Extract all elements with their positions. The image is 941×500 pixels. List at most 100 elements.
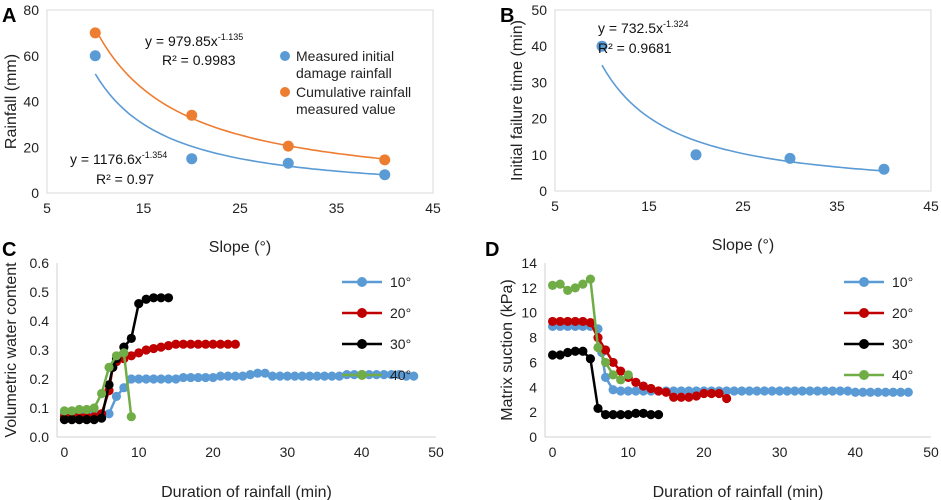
y-tick-label: 0 [529,429,537,445]
r-squared: R² = 0.9681 [598,40,672,56]
y-tick-label: 14 [521,255,537,271]
panel-b-annotations: y = 732.5x-1.324 R² = 0.9681 [598,19,689,56]
data-point [178,339,188,349]
y-tick-label: 10 [521,305,537,321]
data-point [820,386,830,396]
data-point [260,368,270,378]
data-point [623,370,633,380]
data-point [149,293,159,303]
data-point [631,386,641,396]
x-tick-label: 5 [43,200,51,216]
data-point [334,371,344,381]
data-point [126,374,136,384]
legend-marker [859,339,869,349]
data-point [163,293,174,303]
data-point [782,386,792,396]
data-point [631,408,641,418]
data-point [215,371,226,381]
data-point [223,339,233,349]
y-tick-label: 50 [531,2,547,18]
data-point [111,391,122,401]
data-point [82,415,92,425]
data-point [646,383,656,394]
legend-marker [859,370,869,380]
r-squared: R² = 0.97 [96,171,154,187]
legend-marker [859,308,869,318]
data-point [638,381,648,391]
data-point [865,387,876,397]
data-point [843,386,853,396]
legend-marker [357,277,367,287]
x-tick-label: 50 [428,444,444,460]
trendline-1 [94,28,385,160]
data-point [623,386,633,396]
data-point [653,410,664,420]
data-point [156,342,166,352]
data-point [835,386,845,396]
x-tick-label: 25 [735,198,751,214]
legend-marker [357,308,367,318]
y-tick-label: 2 [529,404,537,420]
data-point [593,342,603,353]
data-point [578,316,588,327]
data-point [752,386,762,396]
x-tick-label: 45 [923,198,939,214]
y-tick-label: 60 [23,48,39,64]
data-point [563,316,573,327]
plot-area-border [46,9,434,194]
data-point [873,387,883,397]
legend-label: Cumulative rainfall [296,84,411,100]
panel-letter: A [2,5,16,27]
trendline-0 [601,64,885,172]
data-point [186,109,198,121]
panel-letter: D [485,239,499,261]
data-point [699,388,709,399]
data-point [156,293,166,303]
equation-main: y = 979.85x [145,33,218,49]
data-point [96,413,107,423]
y-tick-label: 30 [531,74,547,90]
x-tick-label: 20 [696,444,712,460]
data-point [737,386,747,396]
data-point [59,406,70,416]
data-point [684,392,694,402]
y-tick-label: 0.1 [30,400,50,416]
data-point [104,362,114,372]
data-point [646,410,656,420]
legend-label: Measured initial [296,48,394,64]
data-point [600,357,611,368]
legend-marker [280,87,290,97]
panel-letter: C [2,239,16,261]
data-point [828,386,838,396]
x-tick-label: 45 [425,200,441,216]
data-point [653,386,664,396]
data-point [547,350,558,360]
data-point [585,274,596,284]
x-tick-label: 10 [131,444,147,460]
data-point [578,279,588,289]
legend-marker [280,51,290,61]
x-tick-label: 5 [551,198,559,214]
x-axis-label: Duration of rainfall (min) [161,484,332,500]
plot-area-border [554,9,932,192]
panel-letter: B [500,5,514,27]
data-point [896,387,906,397]
y-tick-label: 0.5 [30,284,50,300]
data-point [596,40,608,52]
panel-b: B 5 15 25 35 45 0 10 20 30 40 50 Slope (°) Initial fa… [500,2,939,254]
data-point [608,357,618,368]
data-point [616,375,626,385]
data-point [379,169,391,181]
y-tick-label: 20 [23,139,39,155]
data-point [163,341,174,351]
fit-equation: y = 732.5x-1.324 [598,19,689,36]
x-tick-label: 20 [205,444,221,460]
legend-panel-c: 10° 20° 30° 40° [342,274,411,383]
x-tick-label: 40 [354,444,370,460]
data-point [729,386,739,396]
x-tick-label: 25 [232,200,248,216]
y-tick-label: 0.4 [30,313,50,329]
legend-marker [357,370,367,380]
